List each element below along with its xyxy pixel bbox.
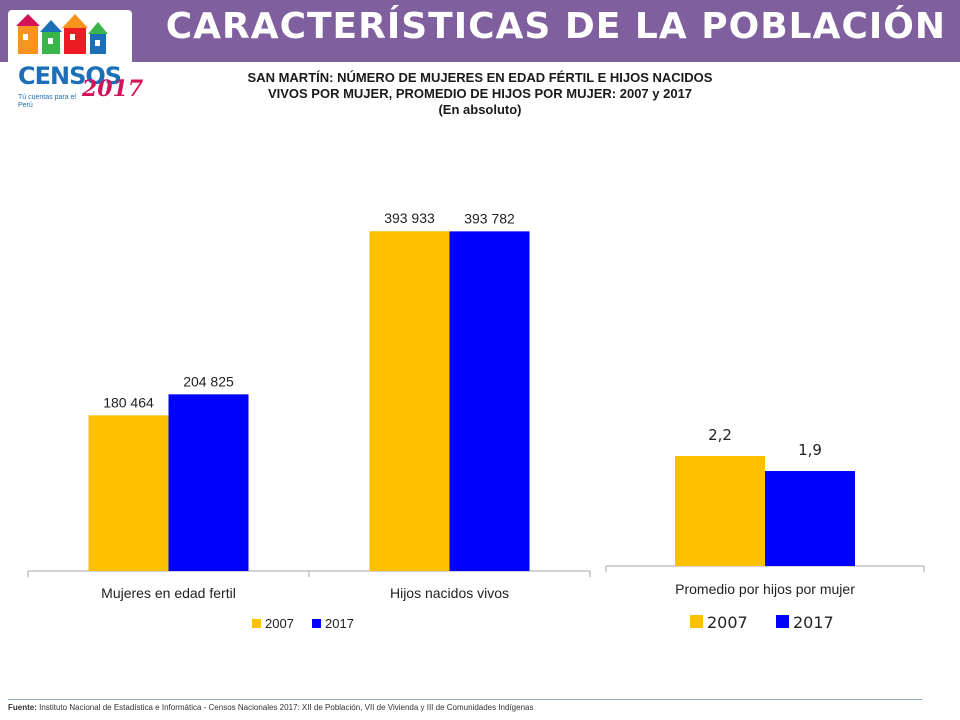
bar-2007 xyxy=(369,231,450,571)
chart-title-line-2: VIVOS POR MUJER, PROMEDIO DE HIJOS POR M… xyxy=(267,86,693,101)
bar-2017 xyxy=(449,231,530,571)
logo-year: 2017 xyxy=(82,76,144,102)
censos-logo: CENSOS 2017 Tú cuentas para el Perú xyxy=(8,10,143,109)
chart-title-line-3: (En absoluto) xyxy=(438,102,522,117)
page-title: CARACTERÍSTICAS DE LA POBLACIÓN xyxy=(165,6,946,47)
data-label: 180 464 xyxy=(103,394,154,410)
x-tick-label: Hijos nacidos vivos xyxy=(390,585,509,601)
legend-swatch-2007 xyxy=(252,619,261,628)
bar-2017 xyxy=(168,394,249,571)
data-label: 2,2 xyxy=(708,426,732,444)
data-label: 393 933 xyxy=(384,210,435,226)
data-label: 204 825 xyxy=(183,373,234,389)
data-label: 393 782 xyxy=(464,210,515,226)
legend-label: 2017 xyxy=(325,616,354,631)
legend-label: 2007 xyxy=(265,616,294,631)
x-tick-label: Promedio por hijos por mujer xyxy=(675,581,855,597)
header-bar: CARACTERÍSTICAS DE LA POBLACIÓN xyxy=(0,0,960,62)
source-note: Fuente: Instituto Nacional de Estadístic… xyxy=(8,703,533,712)
bar-2007 xyxy=(88,415,169,571)
data-label: 1,9 xyxy=(798,441,822,459)
logo-name: CENSOS xyxy=(18,62,122,90)
bar-2017 xyxy=(765,471,855,566)
legend-swatch-2017 xyxy=(776,615,789,628)
legend-label: 2007 xyxy=(707,613,748,632)
legend-swatch-2017 xyxy=(312,619,321,628)
houses-logo-icon xyxy=(16,14,108,54)
legend-swatch-2007 xyxy=(690,615,703,628)
logo-slogan: Tú cuentas para el Perú xyxy=(18,94,76,109)
chart-title: SAN MARTÍN: NÚMERO DE MUJERES EN EDAD FÉ… xyxy=(140,70,820,118)
x-tick-label: Mujeres en edad fertil xyxy=(101,585,236,601)
source-label: Fuente: xyxy=(8,703,37,712)
legend-label: 2017 xyxy=(793,613,834,632)
chart-title-line-1: SAN MARTÍN: NÚMERO DE MUJERES EN EDAD FÉ… xyxy=(247,70,713,85)
footer-divider xyxy=(8,699,922,700)
bar-2007 xyxy=(675,456,765,566)
source-text: Instituto Nacional de Estadística e Info… xyxy=(36,703,534,712)
